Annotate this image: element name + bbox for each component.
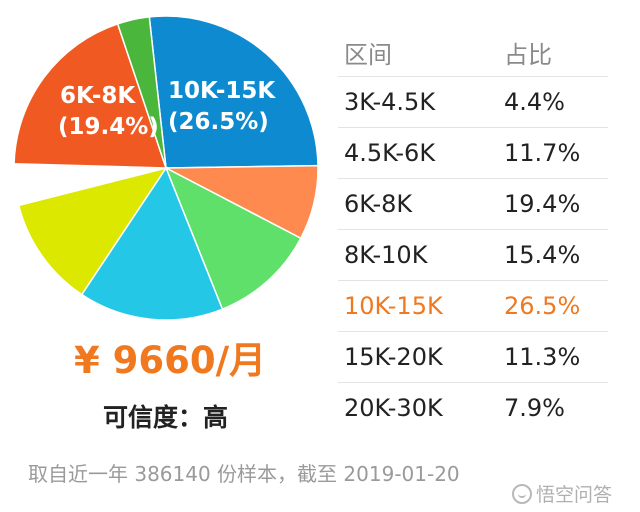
- average-salary: ¥ 9660/月: [74, 339, 267, 382]
- pie-label-6k-8k-pct: (19.4%): [58, 114, 159, 140]
- row-ratio: 15.4%: [504, 241, 581, 269]
- table-row: 20K-30K 7.9%: [338, 383, 608, 433]
- header-range: 区间: [344, 40, 392, 69]
- pie-slice-6k-8k-6: [13, 22, 168, 169]
- pie-label-10k-15k-pct: (26.5%): [168, 109, 269, 135]
- row-range: 10K-15K: [344, 292, 443, 320]
- watermark-text: 悟空问答: [536, 484, 613, 506]
- header-ratio: 占比: [504, 40, 552, 69]
- table-row: 8K-10K 15.4%: [338, 230, 608, 281]
- table-header: 区间 占比: [338, 28, 608, 77]
- pie-slice-10k-15k-0: [148, 15, 319, 169]
- row-range: 4.5K-6K: [344, 139, 436, 167]
- salary-distribution-table: 区间 占比 3K-4.5K 4.4% 4.5K-6K 11.7% 6K-8K 1…: [338, 28, 608, 433]
- row-range: 3K-4.5K: [344, 88, 436, 116]
- row-ratio: 11.7%: [504, 139, 581, 167]
- pie-slice-4-5k-6k-4: [17, 166, 168, 296]
- table-row: 15K-20K 11.3%: [338, 332, 608, 383]
- row-range: 15K-20K: [344, 343, 443, 371]
- salary-pie-chart: 6K-8K (19.4%) 10K-15K (26.5%): [13, 15, 319, 321]
- table-row: 6K-8K 19.4%: [338, 179, 608, 230]
- row-ratio: 4.4%: [504, 88, 565, 116]
- row-ratio: 19.4%: [504, 190, 581, 218]
- pie-slice-unlabeled-7: [116, 16, 167, 169]
- row-ratio: 26.5%: [504, 292, 581, 320]
- pie-slice-15k-20k-2: [164, 166, 302, 311]
- sample-footnote: 取自近一年 386140 份样本，截至 2019-01-20: [28, 462, 460, 486]
- pie-slice-8k-10k-3: [80, 166, 224, 321]
- pie-label-10k-15k: 10K-15K: [168, 78, 276, 104]
- table-row: 3K-4.5K 4.4%: [338, 77, 608, 128]
- row-ratio: 7.9%: [504, 394, 565, 422]
- row-range: 6K-8K: [344, 190, 413, 218]
- pie-label-6k-8k: 6K-8K: [60, 83, 136, 109]
- table-row: 4.5K-6K 11.7%: [338, 128, 608, 179]
- table-row-highlighted: 10K-15K 26.5%: [338, 281, 608, 332]
- row-range: 20K-30K: [344, 394, 443, 422]
- row-range: 8K-10K: [344, 241, 428, 269]
- watermark: 悟空问答: [512, 480, 612, 507]
- row-ratio: 11.3%: [504, 343, 581, 371]
- smiley-logo-icon: [512, 483, 532, 504]
- credibility-rating: 可信度：高: [103, 403, 229, 432]
